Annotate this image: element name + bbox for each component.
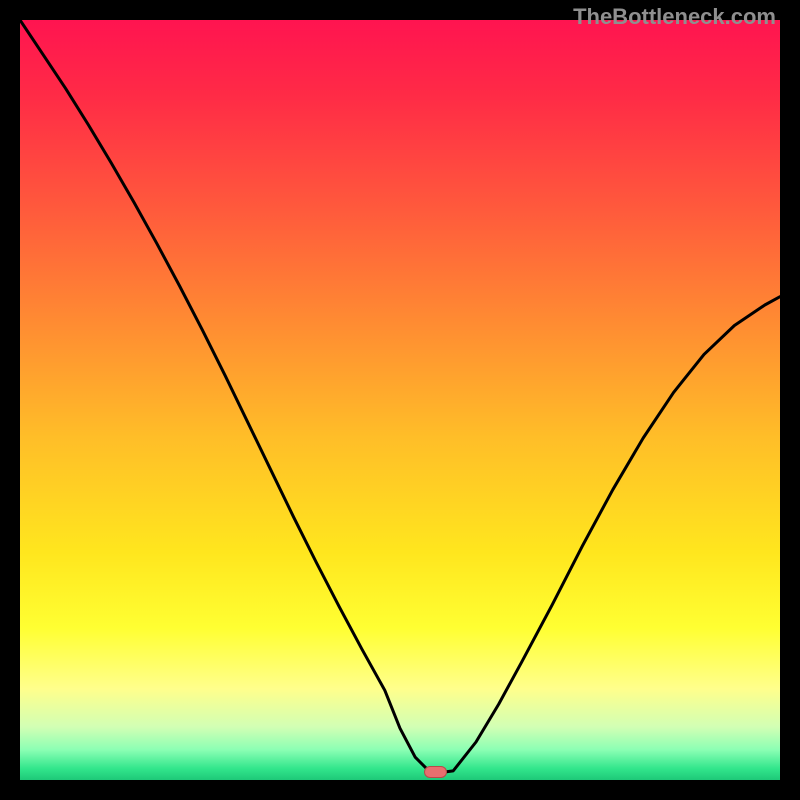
optimal-point-marker (424, 766, 447, 778)
chart-frame: TheBottleneck.com (0, 0, 800, 800)
watermark-text: TheBottleneck.com (573, 4, 776, 30)
plot-area (20, 20, 780, 780)
bottleneck-curve (20, 20, 780, 780)
